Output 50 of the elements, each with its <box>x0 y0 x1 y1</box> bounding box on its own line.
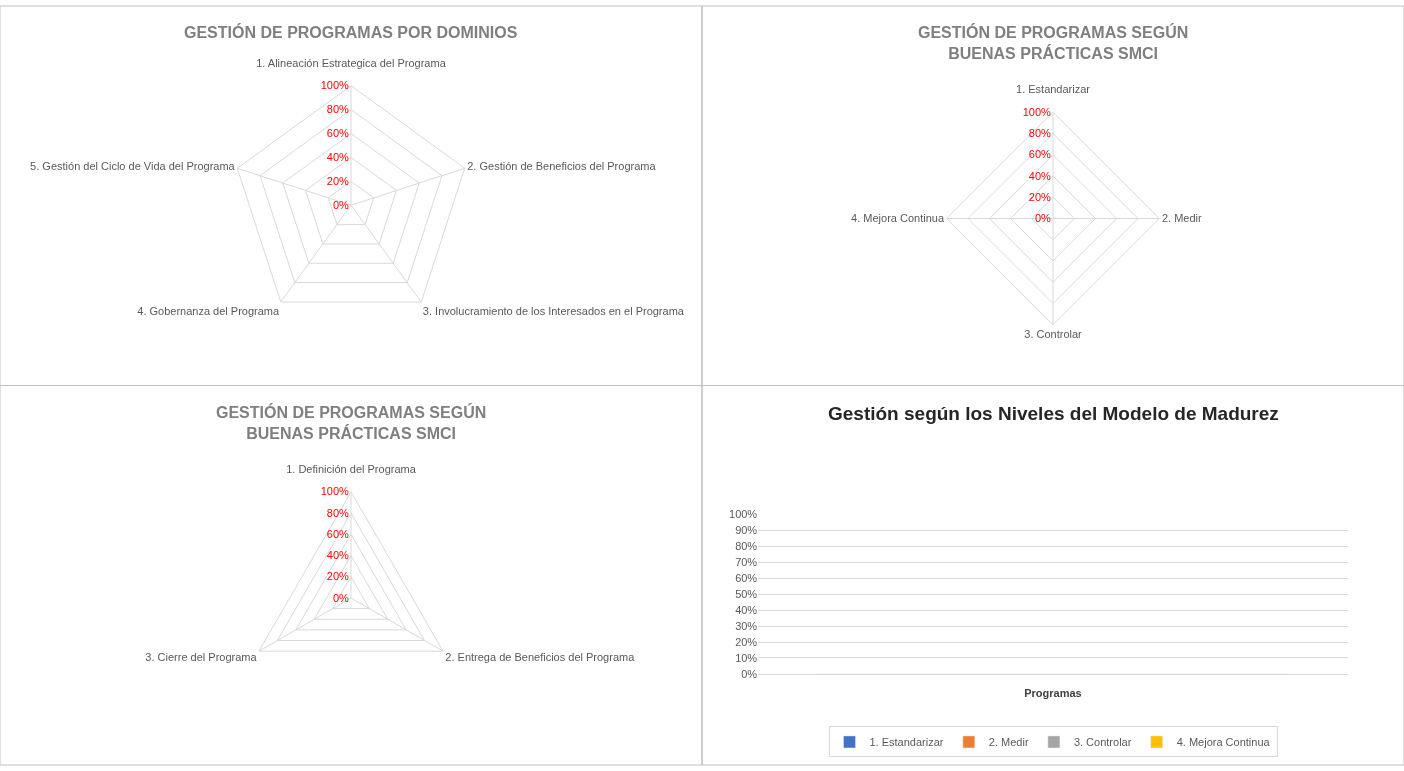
y-tick-label: 20% <box>326 174 350 187</box>
y-tick-label: 40% <box>326 549 350 562</box>
y-tick-label: 10% <box>735 651 758 664</box>
chart-title: Gestión según los Niveles del Modelo de Madurez <box>828 403 1279 424</box>
y-tick-label: 20% <box>1028 190 1052 203</box>
y-tick-label: 100% <box>320 79 350 92</box>
y-tick-label: 20% <box>735 635 758 648</box>
y-tick-label: 50% <box>735 588 758 601</box>
y-tick-label: 0% <box>1034 212 1052 225</box>
y-tick-label: 100% <box>320 485 350 498</box>
spoke-label: 3. Cierre del Programa <box>145 651 258 664</box>
spoke-label: 2. Medir <box>1161 212 1203 225</box>
spoke-label: 4. Gobernanza del Programa <box>137 305 281 318</box>
legend-label: 3. Controlar <box>1073 736 1132 749</box>
y-tick-label: 100% <box>1022 105 1052 118</box>
y-tick-label: 60% <box>1028 148 1052 161</box>
y-tick-label: 80% <box>1028 127 1052 140</box>
y-tick-label: 40% <box>1028 169 1052 182</box>
y-tick-label: 80% <box>326 506 350 519</box>
chart-title: GESTIÓN DE PROGRAMAS POR DOMINIOS <box>184 23 518 41</box>
y-tick-label: 80% <box>735 540 758 553</box>
spoke-label: 1. Definición del Programa <box>286 462 417 475</box>
y-tick-label: 0% <box>332 591 350 604</box>
y-tick-label: 60% <box>735 572 758 585</box>
legend-label: 4. Mejora Continua <box>1176 736 1271 749</box>
text: GESTIÓN DE PROGRAMAS SEGÚN BUENAS PRÁCTICAS SMCI <box>216 403 487 442</box>
y-tick-label: 100% <box>729 508 758 521</box>
spoke-label: 2. Gestión de Beneficios del Programa <box>467 160 657 173</box>
spoke-label: 3. Controlar <box>1024 328 1083 341</box>
text: GESTIÓN DE PROGRAMAS SEGÚN BUENAS PRÁCTICAS SMCI <box>918 23 1189 62</box>
y-tick-label: 60% <box>326 127 350 140</box>
spoke-label: 5. Gestión del Ciclo de Vida del Programa <box>30 160 236 173</box>
y-tick-label: 30% <box>735 619 758 632</box>
spoke-label: 2. Entrega de Beneficios del Programa <box>445 651 636 664</box>
spoke-label: 4. Mejora Continua <box>851 212 945 225</box>
spoke-label: 1. Estandarizar <box>1016 83 1091 96</box>
y-tick-label: 20% <box>326 570 350 583</box>
spoke-label: 3. Involucramiento de los Interesados en el Programa <box>422 305 685 318</box>
y-tick-label: 0% <box>741 667 758 680</box>
y-tick-label: 60% <box>326 527 350 540</box>
y-tick-label: 90% <box>735 524 758 537</box>
y-tick-label: 40% <box>735 604 758 617</box>
y-tick-label: 40% <box>326 150 350 163</box>
legend-label: 2. Medir <box>988 736 1029 749</box>
y-tick-label: 70% <box>735 556 758 569</box>
y-tick-label: 0% <box>332 198 350 211</box>
legend-label: 1. Estandarizar <box>869 736 944 749</box>
x-axis-title: Programas <box>1024 687 1082 700</box>
y-tick-label: 80% <box>326 103 350 116</box>
spoke-label: 1. Alineación Estrategica del Programa <box>256 56 447 69</box>
